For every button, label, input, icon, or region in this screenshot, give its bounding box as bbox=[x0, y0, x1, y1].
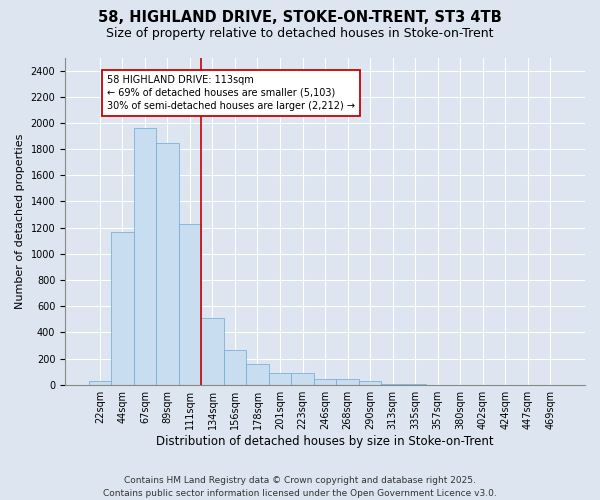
Bar bbox=[179, 224, 201, 384]
Bar bbox=[246, 364, 269, 384]
Bar bbox=[269, 373, 291, 384]
Bar bbox=[156, 142, 179, 384]
Text: 58 HIGHLAND DRIVE: 113sqm
← 69% of detached houses are smaller (5,103)
30% of se: 58 HIGHLAND DRIVE: 113sqm ← 69% of detac… bbox=[107, 74, 355, 111]
Y-axis label: Number of detached properties: Number of detached properties bbox=[15, 134, 25, 309]
Bar bbox=[336, 380, 359, 384]
Bar bbox=[89, 381, 111, 384]
Bar bbox=[224, 350, 246, 384]
Bar bbox=[111, 232, 134, 384]
X-axis label: Distribution of detached houses by size in Stoke-on-Trent: Distribution of detached houses by size … bbox=[156, 434, 494, 448]
Bar bbox=[134, 128, 156, 384]
Text: Contains HM Land Registry data © Crown copyright and database right 2025.
Contai: Contains HM Land Registry data © Crown c… bbox=[103, 476, 497, 498]
Text: 58, HIGHLAND DRIVE, STOKE-ON-TRENT, ST3 4TB: 58, HIGHLAND DRIVE, STOKE-ON-TRENT, ST3 … bbox=[98, 10, 502, 25]
Bar bbox=[291, 373, 314, 384]
Bar bbox=[314, 380, 336, 384]
Text: Size of property relative to detached houses in Stoke-on-Trent: Size of property relative to detached ho… bbox=[106, 28, 494, 40]
Bar bbox=[201, 318, 224, 384]
Bar bbox=[359, 381, 381, 384]
